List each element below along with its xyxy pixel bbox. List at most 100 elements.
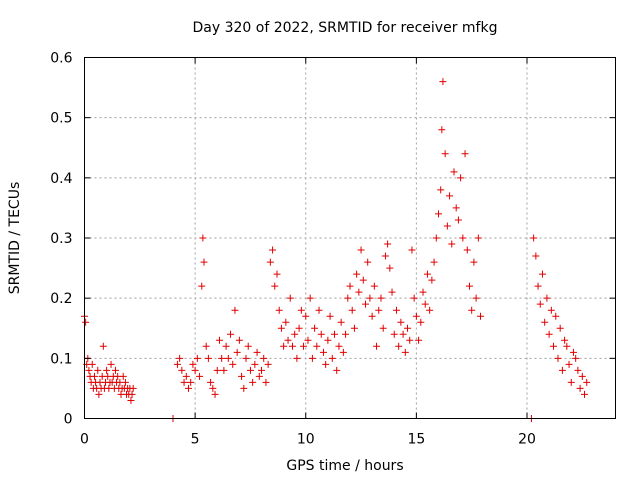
data-point [238,372,246,380]
data-point [255,372,263,380]
data-point [563,342,571,350]
data-point [286,294,294,302]
data-point [401,348,409,356]
data-point [317,330,325,338]
data-point [227,330,235,338]
data-point [94,366,102,374]
data-point [202,342,210,350]
data-point [315,306,323,314]
data-points [81,78,591,422]
data-point [375,306,383,314]
data-point [229,360,237,368]
data-point [474,234,482,242]
data-point [335,342,343,350]
data-point [220,366,228,374]
x-tick-label: 10 [297,432,315,448]
data-point [565,360,573,368]
data-point [435,210,442,218]
data-point [450,168,458,176]
data-point [461,150,469,158]
data-point [293,354,301,362]
data-point [196,372,204,380]
data-point [370,282,378,290]
data-point [253,348,261,356]
data-point [415,336,423,344]
data-point [428,276,436,284]
data-point [572,354,580,362]
data-point [111,366,119,374]
data-point [331,330,339,338]
data-point [326,312,334,320]
data-point [399,330,407,338]
data-point [419,288,427,296]
data-point [342,330,350,338]
data-point [282,318,290,326]
data-point [556,324,564,332]
data-point [339,348,347,356]
data-point [184,384,192,392]
x-axis-label: GPS time / hours [286,458,403,474]
data-point [381,252,389,260]
data-point [182,372,190,380]
data-point [366,294,374,302]
data-point [119,372,127,380]
data-point [269,246,277,254]
data-point [235,336,243,344]
data-point [545,330,553,338]
data-point [251,360,259,368]
data-point [246,366,254,374]
data-point [209,384,217,392]
data-point [452,204,460,212]
data-point [258,366,265,374]
data-point [558,366,566,374]
data-point [266,258,274,266]
data-point [388,288,396,296]
data-point [417,318,425,326]
data-point [472,294,480,302]
data-point [547,306,555,314]
data-point [262,378,270,386]
data-point [129,384,137,392]
data-point [302,312,310,320]
y-tick-label: 0.3 [50,231,72,247]
data-point [468,306,476,314]
data-point [322,360,330,368]
data-point [355,288,363,296]
y-tick-label: 0.4 [50,171,72,187]
y-tick-label: 0.6 [50,51,72,67]
data-point [127,396,135,404]
data-point [173,360,181,368]
data-point [240,384,248,392]
data-point [379,324,387,332]
data-point [297,306,305,314]
data-point [304,336,312,344]
x-tick-label: 5 [191,432,200,448]
data-point [324,336,332,344]
data-point [242,354,250,362]
data-point [300,342,308,350]
data-point [215,336,223,344]
data-point [384,240,392,248]
data-point [404,324,412,332]
data-point [576,384,584,392]
y-axis-label: SRMTID / TECUs [7,182,23,295]
x-tick-label: 15 [407,432,425,448]
data-point [426,306,434,314]
data-point [359,276,367,284]
x-tick-label: 20 [518,432,536,448]
data-point [432,234,440,242]
data-point [249,378,257,386]
data-point [88,360,96,368]
data-point [412,312,420,320]
data-point [530,234,538,242]
data-point [191,366,199,374]
data-point [423,270,431,278]
data-point [107,360,115,368]
axis-ticks [84,57,616,419]
data-point [199,234,207,242]
data-point [552,312,560,320]
data-point [90,372,98,380]
data-point [295,324,303,332]
data-point [390,330,398,338]
